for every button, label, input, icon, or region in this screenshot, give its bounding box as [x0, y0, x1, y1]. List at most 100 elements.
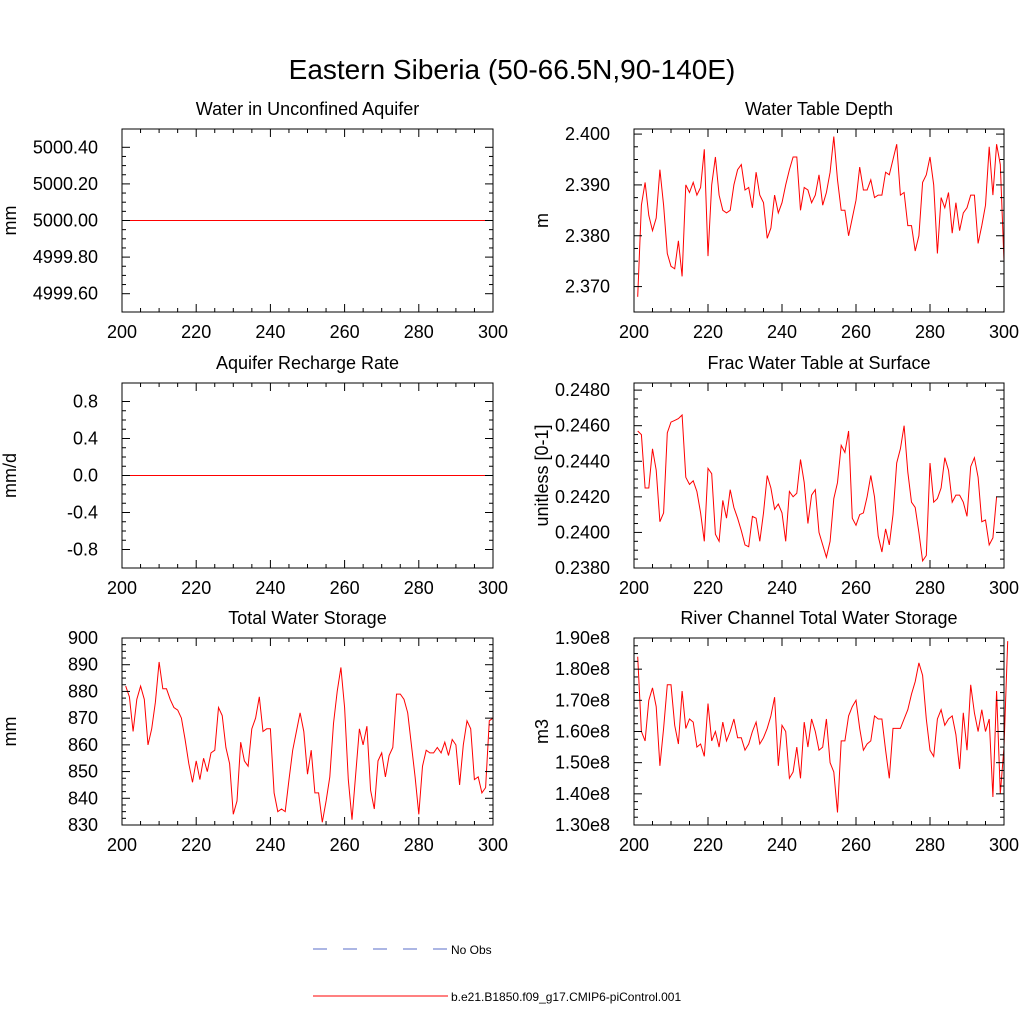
x-tick-label: 280	[915, 578, 945, 598]
x-tick-label: 280	[404, 578, 434, 598]
y-tick-label: 5000.40	[33, 137, 98, 157]
y-tick-label: 5000.00	[33, 211, 98, 231]
y-tick-label: 900	[68, 628, 98, 648]
y-tick-label: 0.2440	[555, 451, 610, 471]
x-tick-label: 200	[619, 835, 649, 855]
legend: No Obs b.e21.B1850.f09_g17.CMIP6-piContro…	[313, 943, 681, 1004]
x-tick-label: 200	[107, 835, 137, 855]
y-axis-label: m	[532, 213, 552, 228]
x-tick-label: 300	[478, 322, 508, 342]
x-tick-label: 260	[330, 322, 360, 342]
legend-label: No Obs	[451, 943, 492, 957]
chart-total-water-storage: Total Water Storage mm 200 220 240 260 280 300 8…	[0, 608, 508, 855]
y-tick-label: 850	[68, 762, 98, 782]
series-line	[637, 136, 1005, 297]
y-tick-label: 0.2460	[555, 416, 610, 436]
figure-title: Eastern Siberia (50-66.5N,90-140E)	[289, 54, 736, 85]
y-tick-label: 2.380	[565, 226, 610, 246]
y-tick-label: 1.80e8	[555, 659, 610, 679]
y-tick-label: 1.40e8	[555, 784, 610, 804]
x-tick-label: 200	[107, 322, 137, 342]
chart-title: Water Table Depth	[745, 99, 893, 119]
y-tick-label: 4999.80	[33, 247, 98, 267]
x-tick-label: 260	[841, 322, 871, 342]
y-tick-label: 0.2400	[555, 522, 610, 542]
chart-title: River Channel Total Water Storage	[680, 608, 957, 628]
series-line	[637, 413, 998, 563]
plot-frame	[633, 637, 1005, 826]
plot-frame	[633, 128, 1005, 313]
y-tick-label: 1.30e8	[555, 815, 610, 835]
y-tick-label: 890	[68, 655, 98, 675]
y-tick-label: 1.50e8	[555, 753, 610, 773]
x-tick-label: 280	[915, 835, 945, 855]
x-tick-label: 300	[478, 578, 508, 598]
x-tick-label: 260	[330, 835, 360, 855]
y-tick-label: 840	[68, 788, 98, 808]
x-tick-label: 200	[619, 322, 649, 342]
y-tick-label: 4999.60	[33, 284, 98, 304]
y-axis-label: unitless [0-1]	[532, 424, 552, 526]
y-axis-label: m3	[532, 719, 552, 744]
chart-title: Aquifer Recharge Rate	[216, 353, 399, 373]
x-tick-label: 280	[404, 322, 434, 342]
x-tick-label: 300	[478, 835, 508, 855]
y-tick-label: 1.70e8	[555, 690, 610, 710]
chart-frac-water-table-at-surface: Frac Water Table at Surface unitless [0-1…	[532, 353, 1019, 598]
y-axis-label: mm	[0, 206, 20, 236]
y-tick-label: 1.90e8	[555, 628, 610, 648]
chart-title: Total Water Storage	[228, 608, 386, 628]
y-tick-label: 0.8	[73, 392, 98, 412]
x-tick-label: 240	[767, 322, 797, 342]
y-tick-label: 0.4	[73, 429, 98, 449]
y-tick-label: 0.2380	[555, 558, 610, 578]
plot-frame	[121, 637, 494, 826]
chart-river-channel-total-water-storage: River Channel Total Water Storage m3 200 22…	[532, 608, 1019, 855]
x-tick-label: 300	[989, 835, 1019, 855]
x-tick-label: 220	[181, 322, 211, 342]
x-tick-label: 300	[989, 578, 1019, 598]
chart-aquifer-recharge-rate: Aquifer Recharge Rate mm/d 200 220 240 260 280…	[0, 353, 508, 598]
x-tick-label: 200	[619, 578, 649, 598]
x-tick-label: 220	[181, 835, 211, 855]
y-tick-label: 5000.20	[33, 174, 98, 194]
x-tick-label: 220	[693, 578, 723, 598]
x-tick-label: 220	[693, 835, 723, 855]
plot-frame	[633, 382, 1005, 569]
x-tick-label: 260	[330, 578, 360, 598]
x-tick-label: 220	[693, 322, 723, 342]
x-tick-label: 300	[989, 322, 1019, 342]
y-tick-label: 0.0	[73, 466, 98, 486]
y-tick-label: 2.390	[565, 175, 610, 195]
x-tick-label: 240	[255, 578, 285, 598]
x-tick-label: 240	[767, 835, 797, 855]
y-tick-label: -0.8	[67, 540, 98, 560]
x-tick-label: 240	[767, 578, 797, 598]
x-tick-label: 240	[255, 322, 285, 342]
y-tick-label: 0.2420	[555, 487, 610, 507]
y-tick-label: 2.370	[565, 277, 610, 297]
chart-water-in-unconfined-aquifer: Water in Unconfined Aquifer mm 200 220 240 26…	[0, 99, 508, 342]
series-line	[125, 661, 494, 823]
y-tick-label: 870	[68, 708, 98, 728]
x-tick-label: 200	[107, 578, 137, 598]
y-tick-label: 0.2480	[555, 380, 610, 400]
chart-water-table-depth: Water Table Depth m 200 220 240 260 280 300 2.37…	[532, 99, 1019, 342]
y-tick-label: 2.400	[565, 124, 610, 144]
x-tick-label: 220	[181, 578, 211, 598]
y-tick-label: -0.4	[67, 503, 98, 523]
panels: Water in Unconfined Aquifer mm 200 220 240 26…	[0, 99, 1019, 855]
x-tick-label: 240	[255, 835, 285, 855]
chart-title: Water in Unconfined Aquifer	[196, 99, 419, 119]
x-tick-label: 280	[404, 835, 434, 855]
chart-title: Frac Water Table at Surface	[707, 353, 930, 373]
y-axis-label: mm/d	[0, 453, 20, 498]
y-tick-label: 860	[68, 735, 98, 755]
legend-entry: b.e21.B1850.f09_g17.CMIP6-piControl.001	[313, 990, 681, 1004]
y-tick-label: 830	[68, 815, 98, 835]
legend-label: b.e21.B1850.f09_g17.CMIP6-piControl.001	[451, 990, 681, 1004]
x-tick-label: 260	[841, 578, 871, 598]
y-tick-label: 1.60e8	[555, 722, 610, 742]
legend-entry: No Obs	[313, 943, 492, 957]
